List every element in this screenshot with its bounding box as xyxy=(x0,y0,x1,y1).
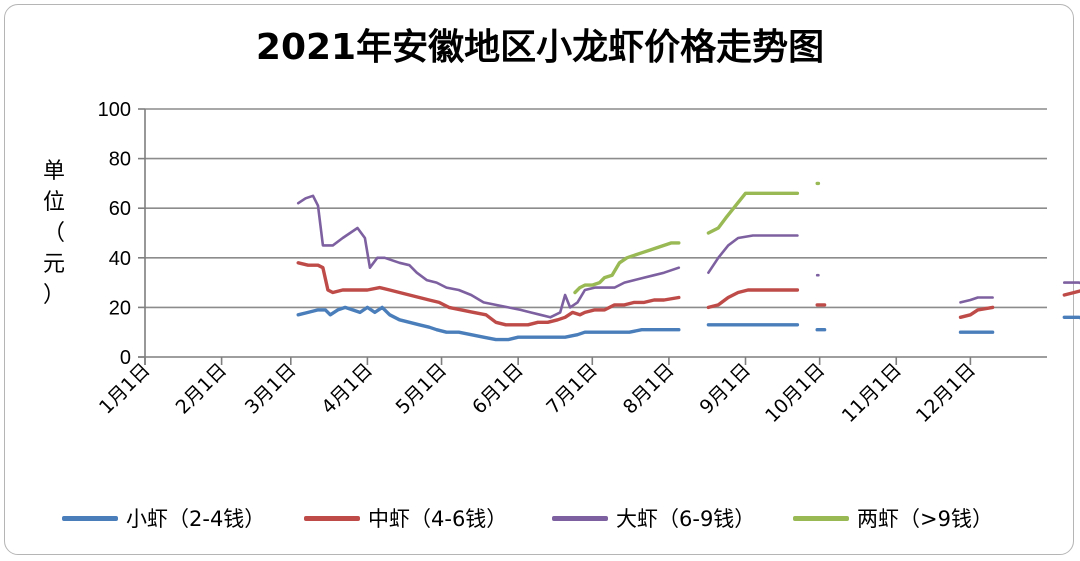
legend-label: 两虾（>9钱） xyxy=(857,507,993,531)
legend-swatch xyxy=(62,515,118,521)
y-axis-label-char: ） xyxy=(42,283,65,308)
y-tick-label: 40 xyxy=(109,248,131,270)
series-line-4 xyxy=(573,241,681,295)
series-line-3 xyxy=(707,234,799,275)
x-tick-label: 11月1日 xyxy=(838,359,906,427)
y-axis-label-char: 单 xyxy=(42,159,65,184)
y-tick-label: 100 xyxy=(98,99,131,121)
legend-item-medium-shrimp: 中虾（4-6钱） xyxy=(304,498,507,538)
series-line-2 xyxy=(958,305,995,319)
x-tick-label: 8月1日 xyxy=(619,359,679,419)
x-tick-label: 12月1日 xyxy=(912,359,980,427)
series-line-4 xyxy=(706,191,800,235)
legend-label: 大虾（6-9钱） xyxy=(616,507,756,531)
series-line-3 xyxy=(1063,281,1080,285)
legend-swatch xyxy=(552,515,608,521)
x-tick-label: 3月1日 xyxy=(241,359,301,419)
y-axis-label-char: （ xyxy=(42,221,65,246)
series-line-3 xyxy=(296,194,681,319)
x-tick-label: 6月1日 xyxy=(468,359,528,419)
series-line-2 xyxy=(296,261,681,327)
series-line-1 xyxy=(1062,315,1080,320)
x-tick-label: 4月1日 xyxy=(317,359,377,419)
x-tick-label: 10月1日 xyxy=(761,359,829,427)
series-line-2 xyxy=(706,288,800,310)
series-line-3 xyxy=(959,296,994,304)
series-line-1 xyxy=(296,305,681,342)
legend: 小虾（2-4钱） 中虾（4-6钱） 大虾（6-9钱） 两虾（>9钱） xyxy=(0,498,1080,538)
y-tick-label: 20 xyxy=(109,297,131,319)
legend-item-two-qian-shrimp: 两虾（>9钱） xyxy=(793,498,993,538)
legend-swatch xyxy=(304,515,360,521)
legend-label: 中虾（4-6钱） xyxy=(368,507,508,531)
x-tick-label: 5月1日 xyxy=(392,359,452,419)
y-axis-label-char: 元 xyxy=(42,252,65,277)
legend-label: 小虾（2-4钱） xyxy=(126,507,266,531)
x-tick-label: 7月1日 xyxy=(542,359,602,419)
legend-swatch xyxy=(793,515,849,521)
x-tick-label: 2月1日 xyxy=(172,359,232,419)
y-axis-label-char: 位 xyxy=(42,190,65,215)
y-tick-label: 60 xyxy=(109,198,131,220)
chart-title: 2021年安徽地区小龙虾价格走势图 xyxy=(255,27,825,68)
y-tick-label: 0 xyxy=(120,347,131,369)
legend-item-large-shrimp: 大虾（6-9钱） xyxy=(552,498,755,538)
y-axis-label: 单 位 （ 元 ） xyxy=(34,156,74,311)
legend-item-small-shrimp: 小虾（2-4钱） xyxy=(62,498,265,538)
y-tick-label: 80 xyxy=(109,149,131,171)
chart-frame xyxy=(4,4,1074,555)
x-tick-label: 9月1日 xyxy=(696,359,756,419)
